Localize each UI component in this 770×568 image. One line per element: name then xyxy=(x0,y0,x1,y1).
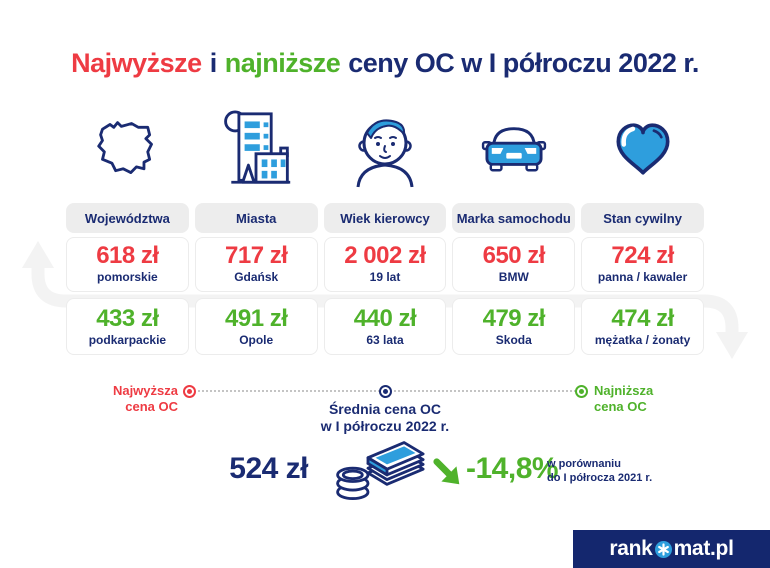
column-wojewodztwa: Województwa 618 zł pomorskie 433 zł podk… xyxy=(66,108,189,355)
category-header: Marka samochodu xyxy=(452,203,576,233)
column-stan-cywilny: Stan cywilny 724 zł panna / kawaler 474 … xyxy=(581,108,704,355)
highest-price-value: 2 002 zł xyxy=(344,242,426,269)
highest-price-card: 650 zł BMW xyxy=(452,237,576,292)
category-header: Miasta xyxy=(194,203,318,233)
highest-price-value: 717 zł xyxy=(225,242,288,269)
lowest-price-card: 491 zł Opole xyxy=(194,298,318,355)
lowest-price-value: 491 zł xyxy=(225,305,288,332)
column-marka-samochodu: Marka samochodu 650 zł BMW 479 zł Skoda xyxy=(452,108,576,355)
highest-price-card: 724 zł panna / kawaler xyxy=(581,237,704,292)
title-lowest: najniższe xyxy=(224,48,341,78)
lowest-price-value: 440 zł xyxy=(353,305,417,332)
highest-price-label: 19 lat xyxy=(369,270,401,285)
city-buildings-icon xyxy=(195,108,318,190)
average-price-value: 524 zł xyxy=(229,452,308,485)
driver-face-icon xyxy=(324,108,447,190)
comparison-note: w porównaniu do I półrocza 2021 r. xyxy=(547,458,653,484)
highest-price-value: 650 zł xyxy=(482,242,546,269)
lowest-price-value: 474 zł xyxy=(611,305,674,332)
lowest-price-value: 479 zł xyxy=(482,305,546,332)
lowest-price-card: 440 zł 63 lata xyxy=(323,298,447,355)
rankomat-star-icon xyxy=(654,540,672,558)
money-icon xyxy=(336,441,425,501)
lowest-price-label: podkarpackie xyxy=(88,333,167,348)
category-label: Stan cywilny xyxy=(603,210,682,226)
highest-price-label: BMW xyxy=(498,270,529,285)
category-label: Miasta xyxy=(235,210,277,226)
decrease-arrow-icon xyxy=(433,458,460,485)
lowest-price-card: 474 zł mężatka / żonaty xyxy=(581,298,704,355)
poland-map-icon xyxy=(66,108,189,190)
highest-price-card: 717 zł Gdańsk xyxy=(194,237,318,292)
lowest-price-value: 433 zł xyxy=(96,305,159,332)
lowest-price-card: 479 zł Skoda xyxy=(452,298,576,355)
lowest-price-card: 433 zł podkarpackie xyxy=(66,298,189,355)
highest-price-value: 724 zł xyxy=(611,242,674,269)
title-conjunction: i xyxy=(209,48,218,78)
column-wiek-kierowcy: Wiek kierowcy 2 002 zł 19 lat 440 zł 63 … xyxy=(323,108,447,355)
logo-prefix: rank xyxy=(609,537,653,560)
highest-price-label: Gdańsk xyxy=(234,270,279,285)
category-label: Wiek kierowcy xyxy=(340,210,430,226)
lowest-price-label: Skoda xyxy=(495,333,532,348)
column-miasta: Miasta 717 zł Gdańsk 491 zł Opole xyxy=(194,108,318,355)
highest-price-value: 618 zł xyxy=(96,242,159,269)
lowest-price-label: mężatka / żonaty xyxy=(594,333,691,348)
title-highest: Najwyższe xyxy=(71,48,202,78)
price-change-value: -14,8% xyxy=(466,452,559,485)
logo-suffix: mat.pl xyxy=(673,537,734,560)
category-label: Marka samochodu xyxy=(456,210,571,226)
page-title: Najwyższe i najniższe ceny OC w I półroc… xyxy=(0,48,770,79)
heart-icon xyxy=(581,108,704,190)
category-columns: Województwa 618 zł pomorskie 433 zł podk… xyxy=(66,108,704,355)
lowest-price-label: 63 lata xyxy=(366,333,404,348)
category-header: Wiek kierowcy xyxy=(323,203,447,233)
category-label: Województwa xyxy=(84,210,170,226)
title-rest: ceny OC w I półroczu 2022 r. xyxy=(348,48,699,78)
highest-price-label: pomorskie xyxy=(97,270,158,285)
rankomat-logo: rank mat.pl xyxy=(573,530,770,568)
category-header: Stan cywilny xyxy=(581,203,704,233)
category-header: Województwa xyxy=(66,203,189,233)
car-icon xyxy=(452,108,575,190)
highest-price-card: 618 zł pomorskie xyxy=(66,237,189,292)
highest-price-label: panna / kawaler xyxy=(597,270,688,285)
highest-price-card: 2 002 zł 19 lat xyxy=(323,237,447,292)
lowest-price-label: Opole xyxy=(239,333,274,348)
